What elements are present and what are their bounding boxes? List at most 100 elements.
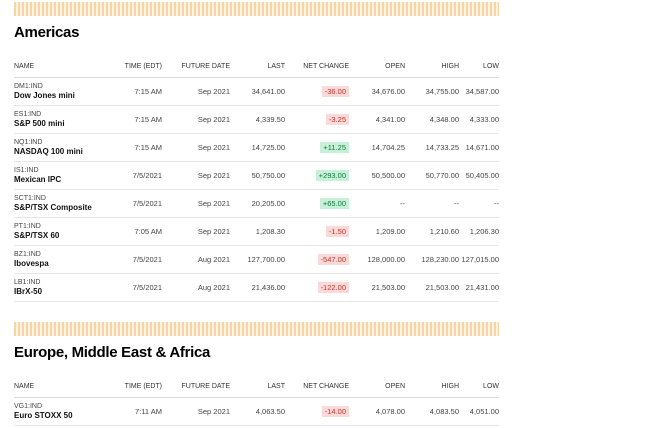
index-name-link[interactable]: IBrX-50 bbox=[14, 287, 43, 296]
col-header-open[interactable]: OPEN bbox=[349, 55, 405, 78]
col-header-name[interactable]: NAME bbox=[14, 375, 106, 398]
table-row[interactable]: IS1:IND Mexican IPC 7/5/2021 Sep 2021 50,750… bbox=[14, 161, 499, 190]
col-header-net-change[interactable]: NET CHANGE bbox=[285, 375, 349, 398]
cell-low: 4,333.00 bbox=[459, 105, 499, 134]
table-header-row: NAME TIME (EDT) FUTURE DATE LAST NET CHA… bbox=[14, 55, 499, 78]
cell-high: 4,083.50 bbox=[405, 397, 459, 426]
cell-last: 4,063.50 bbox=[230, 397, 285, 426]
table-row[interactable]: DM1:IND Dow Jones mini 7:15 AM Sep 2021 34,6… bbox=[14, 77, 499, 106]
cell-open: -- bbox=[349, 189, 405, 218]
col-header-high[interactable]: HIGH bbox=[405, 55, 459, 78]
cell-net-change: +65.00 bbox=[285, 189, 349, 218]
cell-open: 21,503.00 bbox=[349, 273, 405, 302]
cell-net-change: -3.25 bbox=[285, 105, 349, 134]
col-header-time[interactable]: TIME (EDT) bbox=[106, 375, 162, 398]
section-title-americas: Americas bbox=[14, 24, 80, 41]
cell-high: 34,755.00 bbox=[405, 77, 459, 106]
ticker-symbol: IS1:IND bbox=[14, 167, 39, 174]
cell-future-date: Sep 2021 bbox=[162, 217, 230, 246]
col-header-high[interactable]: HIGH bbox=[405, 375, 459, 398]
cell-name[interactable]: LB1:IND IBrX-50 bbox=[14, 273, 106, 302]
cell-name[interactable]: VG1:IND Euro STOXX 50 bbox=[14, 397, 106, 426]
section-divider-stripe bbox=[14, 322, 499, 336]
cell-time: 7:15 AM bbox=[106, 77, 162, 106]
col-header-low[interactable]: LOW bbox=[459, 55, 499, 78]
cell-last: 1,208.30 bbox=[230, 217, 285, 246]
col-header-time[interactable]: TIME (EDT) bbox=[106, 55, 162, 78]
table-row[interactable]: SCT1:IND S&P/TSX Composite 7/5/2021 Sep 202… bbox=[14, 189, 499, 218]
cell-open: 4,078.00 bbox=[349, 397, 405, 426]
ticker-symbol: NQ1:IND bbox=[14, 139, 43, 146]
index-name-link[interactable]: Ibovespa bbox=[14, 259, 49, 268]
cell-name[interactable]: ES1:IND S&P 500 mini bbox=[14, 105, 106, 134]
ticker-symbol: PT1:IND bbox=[14, 223, 41, 230]
section-divider-stripe bbox=[14, 2, 499, 16]
cell-last: 14,725.00 bbox=[230, 133, 285, 162]
net-change-badge: -122.00 bbox=[317, 282, 349, 293]
cell-time: 7/5/2021 bbox=[106, 161, 162, 190]
cell-net-change: +293.00 bbox=[285, 161, 349, 190]
cell-future-date: Sep 2021 bbox=[162, 161, 230, 190]
cell-name[interactable]: BZ1:IND Ibovespa bbox=[14, 245, 106, 274]
index-name-link[interactable]: NASDAQ 100 mini bbox=[14, 147, 83, 156]
cell-last: 20,205.00 bbox=[230, 189, 285, 218]
cell-name[interactable]: NQ1:IND NASDAQ 100 mini bbox=[14, 133, 106, 162]
col-header-net-change[interactable]: NET CHANGE bbox=[285, 55, 349, 78]
net-change-badge: -14.00 bbox=[321, 406, 349, 417]
cell-name[interactable]: SCT1:IND S&P/TSX Composite bbox=[14, 189, 106, 218]
table-row[interactable]: ES1:IND S&P 500 mini 7:15 AM Sep 2021 4,339.… bbox=[14, 105, 499, 134]
cell-time: 7:05 AM bbox=[106, 217, 162, 246]
net-change-badge: -547.00 bbox=[317, 254, 349, 265]
table-row[interactable]: NQ1:IND NASDAQ 100 mini 7:15 AM Sep 2021 14,… bbox=[14, 133, 499, 162]
cell-name[interactable]: PT1:IND S&P/TSX 60 bbox=[14, 217, 106, 246]
col-header-future-date[interactable]: FUTURE DATE bbox=[162, 375, 230, 398]
cell-net-change: -14.00 bbox=[285, 397, 349, 426]
cell-low: 34,587.00 bbox=[459, 77, 499, 106]
cell-low: 1,206.30 bbox=[459, 217, 499, 246]
col-header-open[interactable]: OPEN bbox=[349, 375, 405, 398]
table-row[interactable]: PT1:IND S&P/TSX 60 7:05 AM Sep 2021 1,208.30… bbox=[14, 217, 499, 246]
table-row[interactable]: VG1:IND Euro STOXX 50 7:11 AM Sep 2021 4,063… bbox=[14, 397, 499, 426]
index-name-link[interactable]: S&P/TSX Composite bbox=[14, 203, 92, 212]
net-change-badge: +293.00 bbox=[315, 170, 349, 181]
cell-high: 4,348.00 bbox=[405, 105, 459, 134]
net-change-badge: +11.25 bbox=[320, 142, 349, 153]
cell-net-change: -547.00 bbox=[285, 245, 349, 274]
table-row[interactable]: LB1:IND IBrX-50 7/5/2021 Aug 2021 21,436.00-… bbox=[14, 273, 499, 302]
americas-quotes-table: NAME TIME (EDT) FUTURE DATE LAST NET CHA… bbox=[14, 55, 499, 302]
table-body: DM1:IND Dow Jones mini 7:15 AM Sep 2021 34,6… bbox=[14, 77, 499, 302]
ticker-symbol: VG1:IND bbox=[14, 403, 43, 410]
col-header-name[interactable]: NAME bbox=[14, 55, 106, 78]
cell-net-change: +11.25 bbox=[285, 133, 349, 162]
cell-last: 127,700.00 bbox=[230, 245, 285, 274]
index-name-link[interactable]: Mexican IPC bbox=[14, 175, 62, 184]
index-name-link[interactable]: Dow Jones mini bbox=[14, 91, 75, 100]
table-row[interactable]: BZ1:IND Ibovespa 7/5/2021 Aug 2021 127,700.0… bbox=[14, 245, 499, 274]
cell-net-change: -1.50 bbox=[285, 217, 349, 246]
col-header-last[interactable]: LAST bbox=[230, 375, 285, 398]
index-name-link[interactable]: Euro STOXX 50 bbox=[14, 411, 73, 420]
cell-name[interactable]: DM1:IND Dow Jones mini bbox=[14, 77, 106, 106]
cell-net-change: -122.00 bbox=[285, 273, 349, 302]
table-header-row: NAME TIME (EDT) FUTURE DATE LAST NET CHA… bbox=[14, 375, 499, 398]
index-name-link[interactable]: S&P 500 mini bbox=[14, 119, 65, 128]
cell-name[interactable]: IS1:IND Mexican IPC bbox=[14, 161, 106, 190]
net-change-badge: -1.50 bbox=[325, 226, 349, 237]
cell-future-date: Sep 2021 bbox=[162, 133, 230, 162]
emea-quotes-table: NAME TIME (EDT) FUTURE DATE LAST NET CHA… bbox=[14, 375, 499, 426]
col-header-low[interactable]: LOW bbox=[459, 375, 499, 398]
cell-last: 34,641.00 bbox=[230, 77, 285, 106]
cell-time: 7:15 AM bbox=[106, 105, 162, 134]
cell-high: 21,503.00 bbox=[405, 273, 459, 302]
cell-net-change: -36.00 bbox=[285, 77, 349, 106]
index-name-link[interactable]: S&P/TSX 60 bbox=[14, 231, 60, 240]
ticker-symbol: LB1:IND bbox=[14, 279, 41, 286]
net-change-badge: -36.00 bbox=[321, 86, 349, 97]
col-header-last[interactable]: LAST bbox=[230, 55, 285, 78]
cell-low: 50,405.00 bbox=[459, 161, 499, 190]
cell-open: 1,209.00 bbox=[349, 217, 405, 246]
cell-future-date: Sep 2021 bbox=[162, 397, 230, 426]
col-header-future-date[interactable]: FUTURE DATE bbox=[162, 55, 230, 78]
cell-low: 127,015.00 bbox=[459, 245, 499, 274]
cell-low: 21,431.00 bbox=[459, 273, 499, 302]
